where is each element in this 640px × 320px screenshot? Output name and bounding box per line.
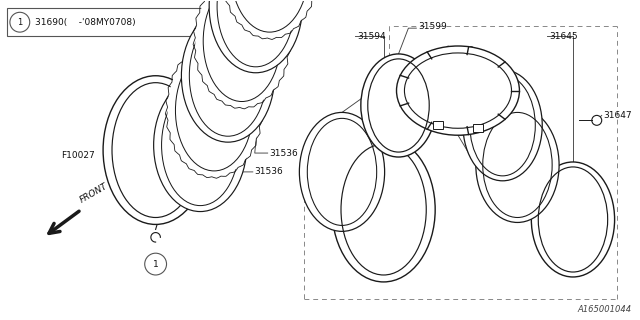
Ellipse shape [103,76,208,224]
Ellipse shape [332,137,435,282]
Text: 31532: 31532 [240,88,269,97]
Ellipse shape [361,54,436,157]
Text: 31536: 31536 [269,148,298,157]
Ellipse shape [463,70,542,181]
Ellipse shape [300,112,385,231]
Text: 1: 1 [17,18,22,27]
Text: 31532: 31532 [255,68,284,77]
Circle shape [10,12,29,32]
Text: 31647: 31647 [604,111,632,120]
Text: 31594: 31594 [357,32,385,41]
Text: FRONT: FRONT [78,181,109,204]
Text: 31536: 31536 [255,167,284,176]
Bar [433,121,443,129]
Text: A165001044: A165001044 [577,305,632,314]
Ellipse shape [223,0,316,38]
Circle shape [145,253,166,275]
Bar [473,124,483,132]
Ellipse shape [397,46,520,135]
Text: 31599: 31599 [419,22,447,31]
Ellipse shape [209,0,302,73]
Text: 1: 1 [153,260,159,268]
Ellipse shape [168,44,260,177]
Text: 31616*A: 31616*A [476,131,515,140]
Ellipse shape [531,162,614,277]
Text: 31567: 31567 [186,131,214,140]
Ellipse shape [181,9,275,142]
Ellipse shape [195,0,289,108]
Text: F10027: F10027 [61,150,95,160]
Text: 31646: 31646 [445,46,474,55]
Circle shape [592,116,602,125]
Bar [7,8,250,36]
Text: 31532: 31532 [225,108,253,117]
Text: 31645: 31645 [549,32,578,41]
Text: 31616*B: 31616*B [460,106,499,115]
Text: F10027: F10027 [406,78,440,87]
Ellipse shape [154,79,247,212]
Ellipse shape [476,108,559,222]
Text: 31690(    -'08MY0708): 31690( -'08MY0708) [35,18,135,27]
